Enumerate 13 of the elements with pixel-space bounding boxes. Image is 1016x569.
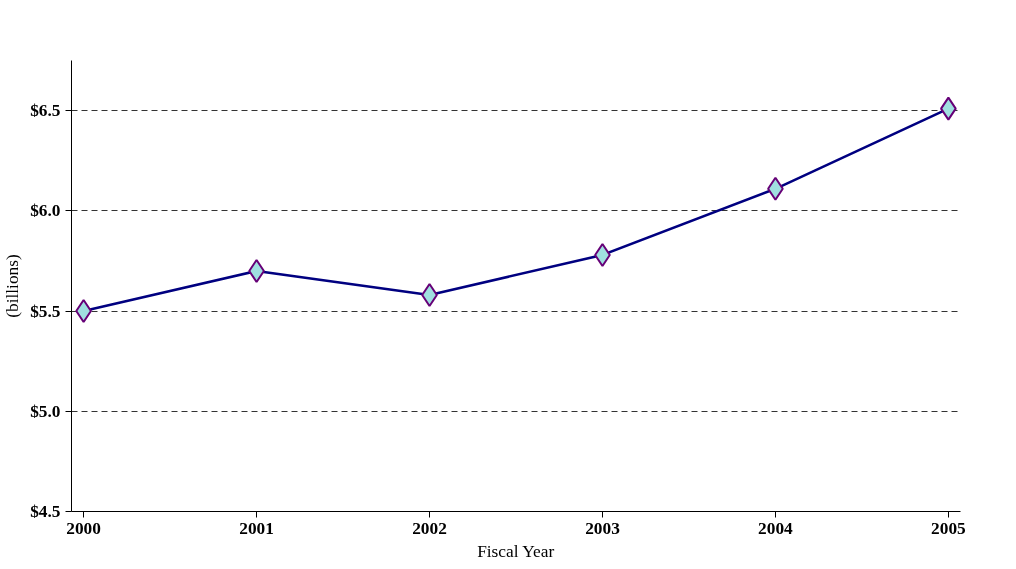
x-tick-label: 2001 [239, 518, 274, 538]
y-tick-label: $5.5 [30, 301, 61, 321]
x-axis-title: Fiscal Year [477, 541, 555, 561]
y-tick-label: $6.0 [30, 201, 61, 221]
x-tick-label: 2003 [585, 518, 621, 538]
y-axis-title: (billions) [3, 254, 23, 318]
y-tick-label: $4.5 [30, 502, 61, 521]
x-tick-label: 2000 [66, 518, 101, 538]
y-tick-label: $5.0 [30, 401, 61, 421]
y-tick-label: $6.5 [30, 101, 61, 121]
x-tick-label: 2004 [758, 518, 794, 538]
x-tick-label: 2002 [412, 518, 447, 538]
x-tick-label: 2005 [931, 518, 967, 538]
